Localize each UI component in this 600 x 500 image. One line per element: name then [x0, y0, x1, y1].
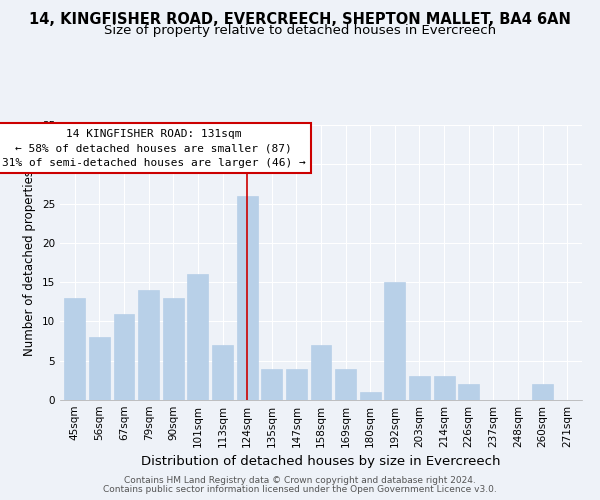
Bar [311, 345, 331, 400]
Bar [89, 337, 110, 400]
Bar [236, 196, 257, 400]
Bar [212, 345, 233, 400]
Bar [458, 384, 479, 400]
Bar [385, 282, 406, 400]
Bar [409, 376, 430, 400]
Bar [138, 290, 159, 400]
Bar [434, 376, 455, 400]
Bar [261, 368, 282, 400]
Y-axis label: Number of detached properties: Number of detached properties [23, 170, 37, 356]
Text: Contains public sector information licensed under the Open Government Licence v3: Contains public sector information licen… [103, 485, 497, 494]
Bar [64, 298, 85, 400]
Text: 14, KINGFISHER ROAD, EVERCREECH, SHEPTON MALLET, BA4 6AN: 14, KINGFISHER ROAD, EVERCREECH, SHEPTON… [29, 12, 571, 28]
Text: Contains HM Land Registry data © Crown copyright and database right 2024.: Contains HM Land Registry data © Crown c… [124, 476, 476, 485]
Bar [360, 392, 381, 400]
Bar [113, 314, 134, 400]
Bar [532, 384, 553, 400]
Text: 14 KINGFISHER ROAD: 131sqm
← 58% of detached houses are smaller (87)
31% of semi: 14 KINGFISHER ROAD: 131sqm ← 58% of deta… [2, 129, 305, 168]
X-axis label: Distribution of detached houses by size in Evercreech: Distribution of detached houses by size … [141, 456, 501, 468]
Bar [163, 298, 184, 400]
Bar [286, 368, 307, 400]
Bar [187, 274, 208, 400]
Text: Size of property relative to detached houses in Evercreech: Size of property relative to detached ho… [104, 24, 496, 37]
Bar [335, 368, 356, 400]
